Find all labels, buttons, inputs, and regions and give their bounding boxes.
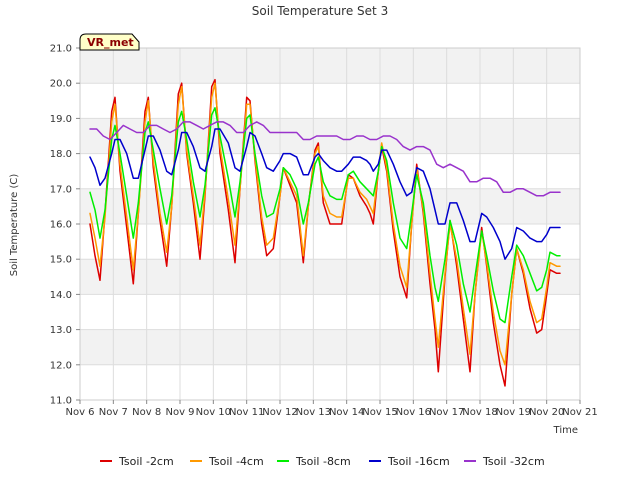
legend-label: Tsoil -32cm bbox=[482, 455, 545, 468]
y-axis-ticks: 11.0 12.0 13.0 14.0 15.0 16.0 17.0 18.0 19.0 20.0… bbox=[50, 44, 80, 407]
x-tick-label: Nov 8 bbox=[132, 407, 161, 418]
grid-band bbox=[80, 259, 580, 295]
legend-label: Tsoil -8cm bbox=[295, 455, 351, 468]
y-tick-label: 17.0 bbox=[50, 184, 72, 195]
x-tick-label: Nov 7 bbox=[99, 407, 128, 418]
x-tick-label: Nov 12 bbox=[262, 407, 297, 418]
x-tick-label: Nov 18 bbox=[462, 407, 497, 418]
legend: Tsoil -2cm Tsoil -4cm Tsoil -8cm Tsoil -16c… bbox=[100, 455, 545, 468]
x-tick-label: Nov 21 bbox=[562, 407, 597, 418]
legend-label: Tsoil -4cm bbox=[208, 455, 264, 468]
x-tick-label: Nov 20 bbox=[529, 407, 564, 418]
grid-band bbox=[80, 48, 580, 84]
x-tick-label: Nov 11 bbox=[229, 407, 264, 418]
y-tick-label: 11.0 bbox=[50, 396, 72, 407]
x-tick-label: Nov 6 bbox=[65, 407, 94, 418]
x-axis-title: Time bbox=[553, 425, 578, 436]
series-line-5 bbox=[89, 121, 561, 197]
y-tick-label: 12.0 bbox=[50, 360, 72, 371]
y-tick-label: 21.0 bbox=[50, 44, 72, 55]
y-tick-label: 18.0 bbox=[50, 149, 72, 160]
station-badge-label: VR_met bbox=[87, 36, 134, 49]
legend-label: Tsoil -2cm bbox=[118, 455, 174, 468]
x-tick-label: Nov 16 bbox=[396, 407, 431, 418]
y-tick-label: 15.0 bbox=[50, 255, 72, 266]
chart-title: Soil Temperature Set 3 bbox=[252, 4, 388, 18]
y-tick-label: 13.0 bbox=[50, 325, 72, 336]
series-line-1 bbox=[89, 78, 561, 387]
x-tick-label: Nov 9 bbox=[165, 407, 194, 418]
y-tick-label: 19.0 bbox=[50, 114, 72, 125]
station-badge: VR_met bbox=[79, 33, 140, 51]
y-tick-label: 14.0 bbox=[50, 290, 72, 301]
x-tick-label: Nov 17 bbox=[429, 407, 464, 418]
series-line-4 bbox=[89, 128, 561, 260]
y-axis-title: Soil Temperature (C) bbox=[9, 174, 20, 277]
x-tick-label: Nov 10 bbox=[196, 407, 231, 418]
station-badge-box bbox=[79, 33, 140, 51]
y-tick-label: 20.0 bbox=[50, 79, 72, 90]
legend-label: Tsoil -16cm bbox=[387, 455, 450, 468]
series-layer bbox=[89, 78, 561, 387]
x-tick-label: Nov 14 bbox=[329, 407, 364, 418]
y-tick-label: 16.0 bbox=[50, 220, 72, 231]
x-tick-label: Nov 13 bbox=[296, 407, 331, 418]
x-tick-label: Nov 15 bbox=[362, 407, 397, 418]
series-line-3 bbox=[89, 107, 561, 324]
x-tick-label: Nov 19 bbox=[496, 407, 531, 418]
